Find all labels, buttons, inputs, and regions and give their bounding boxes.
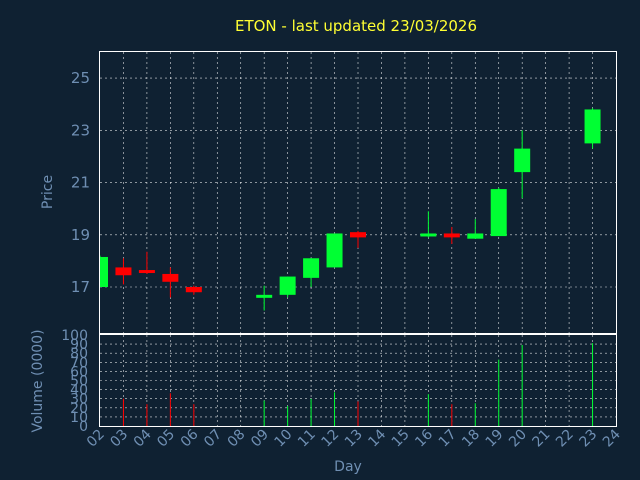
price-tick-label: 25 <box>71 69 90 87</box>
price-panel-frame <box>99 51 617 334</box>
volume-tick-label: 100 <box>61 328 88 344</box>
x-tick-label: 05 <box>154 427 178 451</box>
volume-axis-label: Volume (0000) <box>30 329 46 432</box>
x-tick-label: 07 <box>201 427 225 451</box>
price-tick-label: 21 <box>71 174 90 192</box>
price-tick-labels: 17 19 21 23 25 <box>71 69 90 296</box>
volume-tick-label: 60 <box>70 364 88 380</box>
x-tick-labels: 02 03 04 05 06 07 08 09 10 11 12 13 14 15 16 17 18 19 20 21… <box>84 426 624 450</box>
chart-title: ETON - last updated 23/03/2026 <box>235 17 477 35</box>
x-tick-label: 22 <box>553 427 577 451</box>
x-tick-label: 13 <box>342 427 366 451</box>
x-tick-label: 15 <box>389 427 413 451</box>
volume-tick-label: 10 <box>70 410 88 426</box>
volume-tick-label: 40 <box>70 383 88 399</box>
x-tick-label: 04 <box>131 426 155 450</box>
candle-body <box>185 287 202 293</box>
x-axis-label: Day <box>334 459 362 475</box>
x-tick-label: 03 <box>107 427 131 451</box>
x-tick-label: 19 <box>483 427 507 451</box>
candle-body <box>514 148 531 173</box>
price-candles <box>99 108 601 311</box>
candle-body <box>256 294 273 298</box>
volume-tick-label: 90 <box>70 337 88 353</box>
candle-body <box>467 233 484 239</box>
x-tick-label: 12 <box>318 427 342 451</box>
volume-panel-frame <box>99 334 617 427</box>
volume-tick-label: 30 <box>70 392 88 408</box>
price-tick-label: 17 <box>71 278 90 296</box>
candle-body <box>443 233 460 238</box>
volume-tick-label: 70 <box>70 355 88 371</box>
x-tick-label: 21 <box>530 427 554 451</box>
candle-body <box>138 270 155 274</box>
candle-body <box>584 109 601 144</box>
candle-body <box>490 189 507 237</box>
candle-body <box>115 267 132 276</box>
price-tick-label: 19 <box>71 226 90 244</box>
x-tick-label: 16 <box>412 426 436 450</box>
x-tick-label: 18 <box>459 427 483 451</box>
volume-tick-label: 80 <box>70 346 88 362</box>
x-tick-label: 08 <box>225 427 249 451</box>
x-tick-label: 10 <box>272 427 296 451</box>
x-tick-label: 14 <box>365 426 389 450</box>
x-tick-label: 24 <box>600 426 624 450</box>
volume-tick-label: 0 <box>79 419 88 435</box>
x-tick-label: 06 <box>178 426 202 450</box>
volume-tick-label: 20 <box>70 401 88 417</box>
x-tick-label: 20 <box>506 427 530 451</box>
x-tick-label: 09 <box>248 427 272 451</box>
price-axis-label: Price <box>40 175 56 209</box>
x-tick-label: 23 <box>576 427 600 451</box>
candle-body <box>303 258 320 278</box>
x-tick-label: 17 <box>436 427 460 451</box>
candle-body <box>350 232 366 238</box>
candle-body <box>162 273 179 282</box>
candle-body <box>326 233 343 268</box>
price-tick-label: 23 <box>71 121 90 139</box>
x-tick-label: 11 <box>295 427 319 451</box>
volume-bars <box>122 343 594 426</box>
candle-body <box>100 256 108 287</box>
candle-body <box>420 233 437 237</box>
volume-tick-label: 50 <box>70 374 88 390</box>
price-grid <box>100 52 616 334</box>
candle-body <box>279 276 296 295</box>
